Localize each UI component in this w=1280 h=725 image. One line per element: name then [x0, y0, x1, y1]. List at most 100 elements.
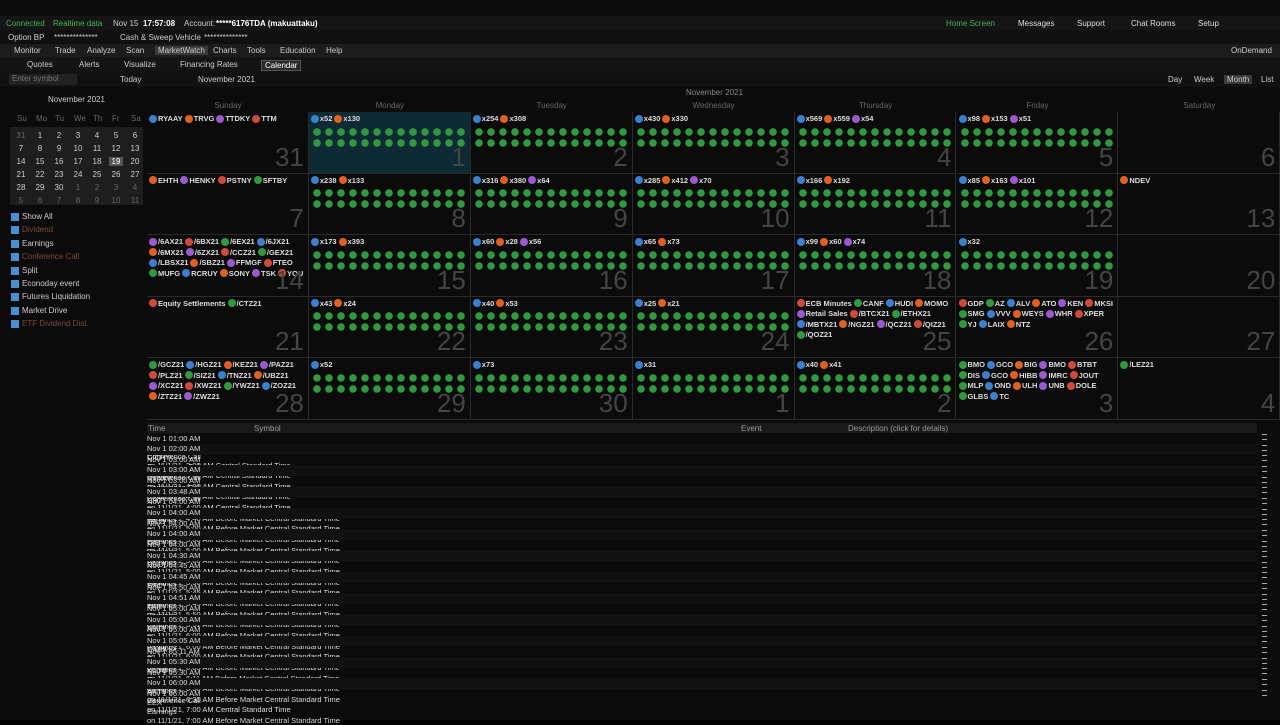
event-chip[interactable]: /TNZ21: [217, 371, 252, 380]
event-chip[interactable]: TTDKY: [216, 114, 250, 123]
event-chip[interactable]: /QOZ21: [796, 330, 832, 339]
column-header[interactable]: Event: [741, 424, 762, 433]
event-chip[interactable]: x56: [519, 237, 541, 246]
event-chip[interactable]: FFMGF: [226, 258, 262, 267]
event-chip[interactable]: x330: [662, 114, 688, 123]
event-chip[interactable]: x60: [820, 237, 842, 246]
mini-day[interactable]: 27: [130, 170, 140, 179]
day-cell[interactable]: 18 x99 x60 x74: [794, 235, 957, 297]
day-cell[interactable]: 4 x569 x559 x54: [794, 112, 957, 174]
event-chip[interactable]: /NGZ21: [839, 320, 875, 329]
filter-label[interactable]: Futures Liquidation: [22, 292, 91, 302]
filter-check[interactable]: [11, 226, 19, 235]
filter-check[interactable]: [11, 266, 19, 275]
table-row[interactable]: Nov 1 06:00 AM AKTS Conference Call on 11/1…: [147, 678, 1257, 714]
event-chip[interactable]: x238: [310, 176, 337, 185]
day-cell[interactable]: 31 RYAAY TRVG TTDKY TTM: [147, 112, 309, 174]
event-chip[interactable]: RYAAY: [149, 114, 183, 123]
event-chip[interactable]: /QCZ21: [876, 320, 912, 329]
day-cell[interactable]: 28/GCZ21/HGZ21/KEZ21/PAZ21/PLZ21/SIZ21/T…: [147, 358, 309, 420]
event-chip[interactable]: /6EX21: [221, 237, 255, 246]
filter-check[interactable]: [11, 320, 19, 329]
event-chip[interactable]: ALV: [1006, 299, 1030, 308]
event-chip[interactable]: BMO: [958, 360, 985, 369]
event-chip[interactable]: YOU: [278, 269, 303, 278]
event-chip[interactable]: x24: [334, 299, 356, 308]
top-link[interactable]: Home Screen: [946, 19, 995, 28]
event-chip[interactable]: x43: [310, 299, 332, 308]
event-chip[interactable]: DIS: [958, 371, 980, 380]
view-button[interactable]: Week: [1194, 75, 1215, 84]
event-chip[interactable]: ATO: [1032, 299, 1056, 308]
submenu-item[interactable]: Visualize: [124, 60, 156, 69]
day-cell[interactable]: 11 x166 x192: [794, 173, 957, 235]
event-chip[interactable]: RCRUY: [182, 269, 218, 278]
table-row[interactable]: Nov 1 05:00 AMAKTSEarningson 11/1/21, 6:…: [147, 604, 1257, 640]
mini-day[interactable]: 30: [54, 183, 64, 192]
day-cell[interactable]: 16 x60 x28 x56: [470, 235, 633, 297]
event-chip[interactable]: /6MX21: [149, 248, 184, 257]
day-cell[interactable]: 23 x40 x53: [470, 296, 633, 358]
event-chip[interactable]: IMRC: [1039, 371, 1068, 380]
view-button[interactable]: Day: [1168, 75, 1183, 84]
event-chip[interactable]: x64: [528, 176, 550, 185]
top-link[interactable]: Support: [1077, 19, 1106, 28]
column-header[interactable]: Time: [148, 424, 166, 433]
mini-day[interactable]: 4: [94, 131, 100, 140]
event-chip[interactable]: /CCZ21: [221, 248, 256, 257]
day-cell[interactable]: 13 NDEV: [1118, 173, 1280, 235]
table-row[interactable]: Nov 1 06:00 AM EEX Earnings on 11/1/21, 7:0…: [147, 689, 1257, 725]
filter-label[interactable]: Show All: [22, 212, 53, 221]
event-chip[interactable]: CANF: [853, 299, 884, 308]
event-chip[interactable]: /LBSX21: [149, 258, 188, 267]
event-chip[interactable]: x163: [982, 176, 1008, 185]
event-chip[interactable]: x73: [658, 237, 680, 246]
event-chip[interactable]: x85: [958, 176, 980, 185]
mini-day[interactable]: 4: [132, 183, 138, 192]
mini-day[interactable]: 2: [94, 183, 100, 192]
mini-day[interactable]: 5: [18, 196, 24, 205]
mini-day[interactable]: 1: [75, 183, 81, 192]
day-cell[interactable]: 20: [1118, 235, 1280, 297]
table-row[interactable]: Nov 1 04:30 AMUUUUEarningson 11/1/21, 5:…: [147, 550, 1257, 587]
event-chip[interactable]: XPER: [1074, 309, 1104, 318]
table-row[interactable]: Nov 1 04:00 AMCNAEarningson 11/1/21, 5:0…: [147, 497, 1257, 533]
mini-day[interactable]: 9: [94, 196, 100, 205]
event-chip[interactable]: x192: [824, 176, 850, 185]
day-cell[interactable]: 15 x173 x393: [308, 235, 471, 297]
day-cell[interactable]: 17 x65 x73: [632, 235, 795, 297]
day-cell[interactable]: 10 x285 x412 x70: [632, 173, 795, 235]
event-chip[interactable]: x254: [472, 114, 498, 123]
mini-day[interactable]: 31: [16, 131, 26, 140]
event-chip[interactable]: x166: [796, 176, 822, 185]
event-chip[interactable]: DOLE: [1066, 381, 1097, 390]
filter-label[interactable]: Conference Call: [22, 252, 80, 262]
filter-label[interactable]: Market Drive: [22, 305, 68, 315]
event-chip[interactable]: TTM: [252, 114, 277, 123]
event-chip[interactable]: AZ: [985, 299, 1005, 308]
table-row[interactable]: Nov 1 04:00 AMJELDEarningson 11/1/21, 5:…: [147, 508, 1257, 544]
event-chip[interactable]: MKSI: [1085, 299, 1113, 308]
mini-day[interactable]: 23: [54, 170, 64, 179]
event-chip[interactable]: x52: [310, 114, 332, 123]
mini-day[interactable]: 1: [37, 131, 43, 140]
event-chip[interactable]: /SBZ21: [190, 258, 225, 267]
event-chip[interactable]: WHR: [1045, 309, 1073, 318]
day-cell[interactable]: 27: [1118, 296, 1280, 358]
mini-day[interactable]: 16: [54, 157, 64, 166]
mini-day[interactable]: 11: [130, 196, 140, 205]
event-chip[interactable]: GLBS: [958, 392, 988, 401]
filter-check[interactable]: [11, 239, 19, 248]
event-chip[interactable]: /KEZ21: [223, 360, 258, 369]
event-chip[interactable]: x52: [310, 360, 332, 369]
event-chip[interactable]: /6ZX21: [185, 248, 219, 257]
event-chip[interactable]: JOUT: [1069, 371, 1099, 380]
event-chip[interactable]: NTZ: [1006, 320, 1030, 329]
event-chip[interactable]: HENKY: [180, 176, 216, 185]
day-cell[interactable]: 14/6AX21/6BX21/6EX21/6JX21/6MX21/6ZX21/C…: [147, 235, 309, 297]
event-chip[interactable]: BIG: [1015, 360, 1037, 369]
mini-day[interactable]: 20: [130, 157, 140, 166]
